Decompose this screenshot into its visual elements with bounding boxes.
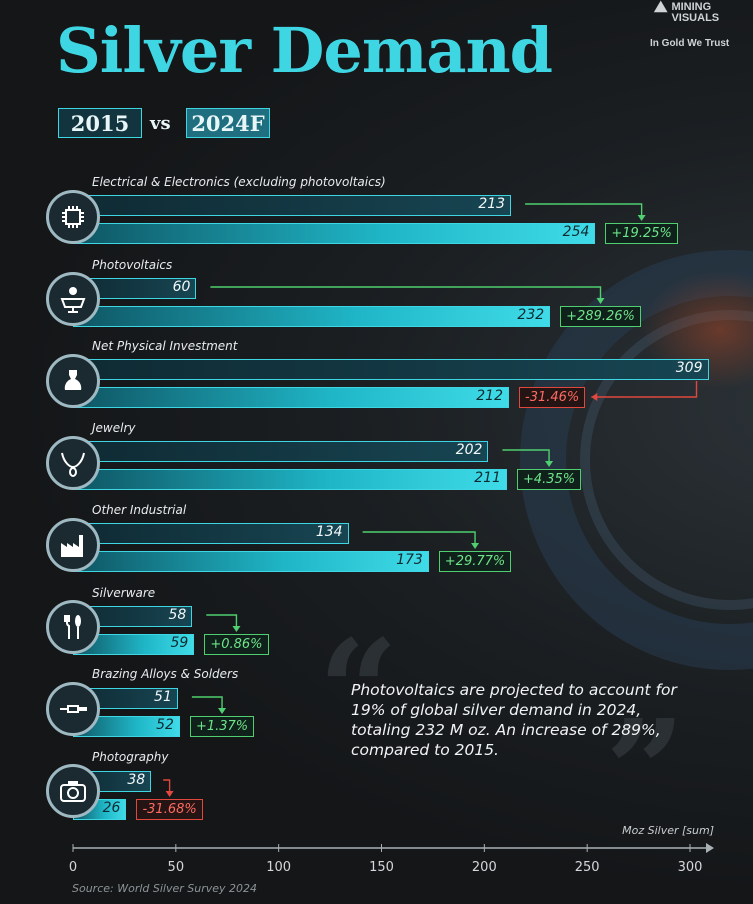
mountain-icon: ⛰: [654, 0, 668, 16]
value-label-2015: 213: [478, 196, 506, 212]
bar-2015: [73, 441, 489, 462]
bar-2024f: [73, 306, 551, 327]
factory-icon: [61, 535, 83, 557]
x-tick-label: 200: [471, 860, 497, 875]
change-arrow: [210, 286, 602, 302]
change-arrow: [502, 449, 550, 465]
category-label: Net Physical Investment: [92, 339, 238, 353]
value-label-2015: 51: [154, 689, 172, 705]
in-gold-we-trust-logo: In Gold We Trust: [650, 38, 730, 49]
vs-label: vs: [150, 113, 171, 134]
cutlery-badge: [46, 600, 100, 654]
change-arrowhead: [232, 626, 241, 632]
category-label: Other Industrial: [92, 503, 187, 517]
value-label-2015: 58: [168, 607, 187, 623]
year-2015-badge: 2015: [58, 108, 142, 138]
money-bag-badge: [46, 354, 100, 408]
camera-icon: [60, 781, 86, 802]
soldering-iron-icon: [60, 705, 87, 713]
x-tick-label: 100: [266, 860, 292, 875]
category-label: Photovoltaics: [92, 258, 173, 272]
logo-line-2: VISUALS: [671, 12, 720, 24]
value-label-2015: 60: [172, 279, 191, 295]
value-label-2024f: 173: [396, 552, 423, 568]
value-label-2024f: 232: [517, 307, 545, 323]
change-arrowhead: [545, 461, 554, 467]
x-tick-label: 250: [574, 860, 600, 875]
open-quote-icon: “: [318, 610, 399, 774]
source-note: Source: World Silver Survey 2024: [72, 882, 258, 895]
solar-panel-icon: [60, 287, 86, 313]
logo-line-1: MINING: [671, 1, 712, 13]
category-label: Silverware: [92, 586, 156, 600]
value-label-2024f: 59: [170, 635, 189, 651]
category-label: Brazing Alloys & Solders: [92, 667, 239, 681]
change-arrow: [163, 779, 171, 795]
change-arrow: [191, 696, 223, 712]
x-axis-arrow: [706, 843, 714, 853]
value-label-2015: 202: [455, 442, 483, 458]
category-label: Jewelry: [92, 421, 136, 435]
solar-panel-badge: [46, 272, 100, 326]
change-arrowhead: [218, 708, 227, 714]
factory-badge: [46, 518, 100, 572]
bar-2024f: [73, 469, 507, 490]
change-badge: +289.26%: [560, 306, 641, 327]
value-label-2024f: 254: [562, 224, 590, 240]
bar-2024f: [73, 223, 596, 244]
x-axis-title: Moz Silver [sum]: [622, 824, 714, 837]
change-arrow: [362, 531, 476, 547]
category-label: Electrical & Electronics (excluding phot…: [92, 175, 386, 189]
change-arrowhead: [596, 298, 605, 304]
change-badge: +29.77%: [438, 551, 512, 572]
chip-badge: [46, 190, 100, 244]
change-badge: -31.68%: [136, 799, 203, 820]
cutlery-icon: [64, 615, 81, 639]
camera-badge: [46, 764, 100, 818]
value-label-2015: 309: [675, 360, 703, 376]
callout-quote: Photovoltaics are projected to account f…: [351, 681, 677, 759]
change-arrow: [206, 614, 238, 630]
chart-title: Silver Demand: [56, 14, 553, 87]
change-badge: +19.25%: [605, 223, 678, 244]
change-badge: -31.46%: [519, 387, 586, 408]
soldering-iron-badge: [46, 682, 100, 736]
change-badge: +4.35%: [516, 469, 582, 490]
x-tick-label: 50: [167, 860, 185, 875]
category-label: Photography: [92, 750, 169, 764]
change-arrowhead: [591, 393, 598, 401]
value-label-2015: 134: [315, 524, 343, 540]
bar-2015: [73, 195, 512, 216]
change-arrow: [591, 381, 698, 398]
close-quote-icon: ”: [605, 690, 686, 854]
bar-2024f: [73, 551, 429, 572]
value-label-2024f: 212: [476, 388, 503, 404]
value-label-2015: 38: [127, 772, 146, 788]
year-2024f-badge: 2024F: [186, 108, 270, 138]
mining-visuals-logo: ⛰ MINING VISUALS: [654, 0, 720, 24]
x-tick-label: 150: [369, 860, 394, 875]
value-label-2024f: 26: [102, 800, 121, 816]
value-label-2024f: 211: [474, 470, 501, 486]
necklace-icon: [61, 452, 85, 477]
value-label-2024f: 52: [156, 717, 174, 733]
necklace-badge: [46, 436, 100, 490]
change-arrowhead: [637, 215, 646, 221]
x-tick-label: 0: [68, 860, 78, 875]
bar-2024f: [73, 387, 509, 408]
change-badge: +1.37%: [189, 716, 255, 737]
money-bag-icon: [64, 370, 82, 390]
x-tick-label: 300: [677, 860, 703, 875]
change-arrowhead: [165, 791, 174, 797]
change-arrow: [525, 203, 643, 219]
change-badge: +0.86%: [204, 634, 269, 655]
change-arrowhead: [471, 543, 480, 549]
chip-icon: [62, 206, 84, 228]
bar-2015: [73, 359, 709, 380]
